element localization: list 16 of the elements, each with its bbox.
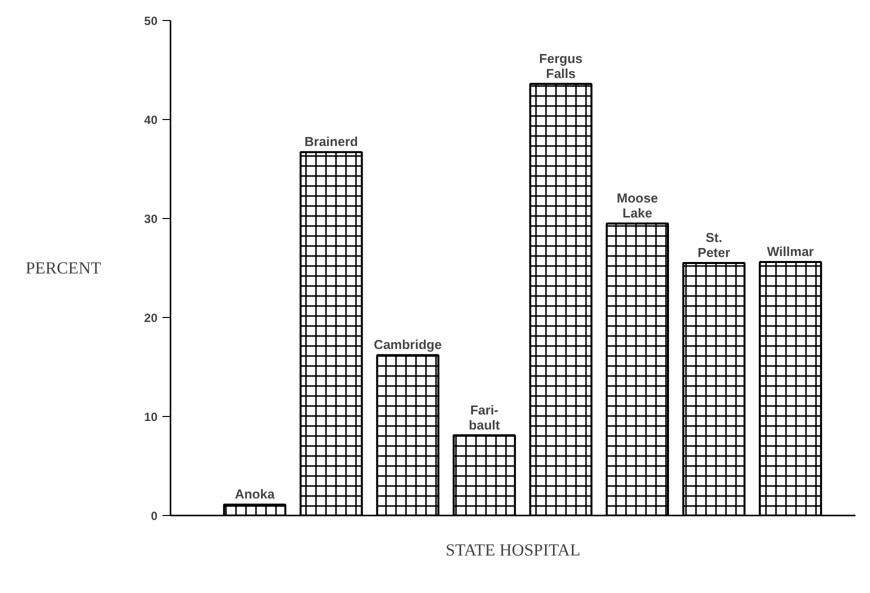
x-tick-label: Anoka [234, 486, 276, 502]
y-tick-label: 30 [144, 212, 158, 226]
y-tick-label: 10 [144, 410, 158, 424]
x-tick-label: St. Peter [698, 230, 730, 260]
x-tick-label: Brainerd [304, 134, 358, 150]
x-tick-label: Fari- bault [468, 402, 500, 432]
y-axis-title: PERCENT [26, 258, 102, 278]
x-tick-label: Cambridge [374, 337, 442, 352]
y-tick-label: 50 [144, 14, 158, 28]
y-tick-label: 20 [144, 311, 158, 325]
y-tick-label: 40 [144, 113, 158, 127]
x-axis-title: STATE HOSPITAL [446, 540, 580, 560]
x-tick-label: Willmar [767, 244, 814, 260]
x-tick-label: Fergus Falls [539, 50, 583, 81]
x-tick-label: Moose Lake [616, 190, 658, 220]
y-tick-label: 0 [150, 509, 158, 523]
